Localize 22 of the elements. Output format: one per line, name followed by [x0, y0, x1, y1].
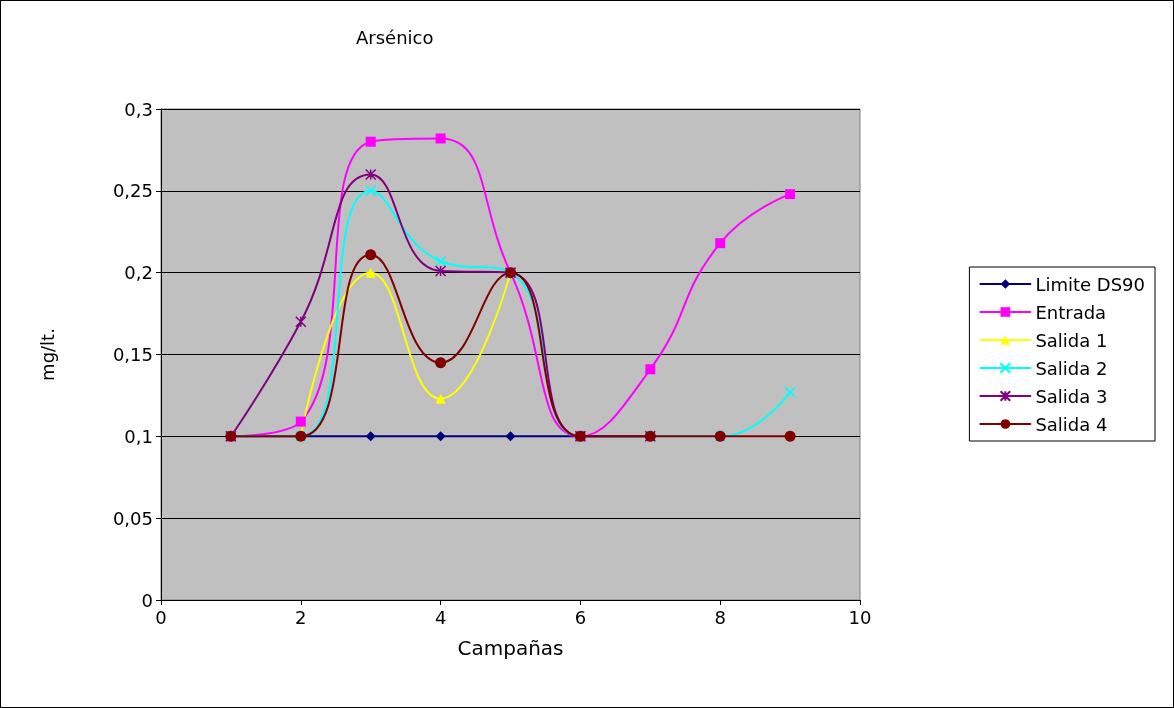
- legend-label: Entrada: [1035, 301, 1107, 323]
- y-tick-label: 0,3: [124, 98, 153, 120]
- x-tick-label: 0: [155, 606, 167, 628]
- legend-label: Salida 3: [1035, 385, 1108, 407]
- x-tick-label: 10: [848, 606, 872, 628]
- y-tick-label: 0,15: [112, 344, 153, 365]
- y-tick-label: 0,05: [112, 507, 153, 529]
- chart-title: Arsénico: [356, 26, 434, 48]
- y-axis-title: mg/lt.: [36, 328, 58, 381]
- y-tick-label: 0: [141, 589, 153, 611]
- legend-label: Salida 4: [1035, 413, 1108, 435]
- y-tick-label: 0,1: [124, 425, 153, 447]
- x-tick-label: 4: [434, 606, 447, 628]
- x-tick-label: 2: [295, 606, 307, 628]
- legend-label: Limite DS90: [1035, 273, 1145, 295]
- y-tick-label: 0,25: [112, 180, 153, 202]
- x-tick-label: 8: [714, 606, 726, 628]
- legend-label: Salida 1: [1035, 329, 1108, 351]
- legend-label: Salida 2: [1035, 357, 1108, 379]
- x-axis-title: Campañas: [457, 636, 564, 660]
- x-tick-label: 6: [574, 606, 587, 628]
- y-tick-label: 0,2: [124, 262, 153, 284]
